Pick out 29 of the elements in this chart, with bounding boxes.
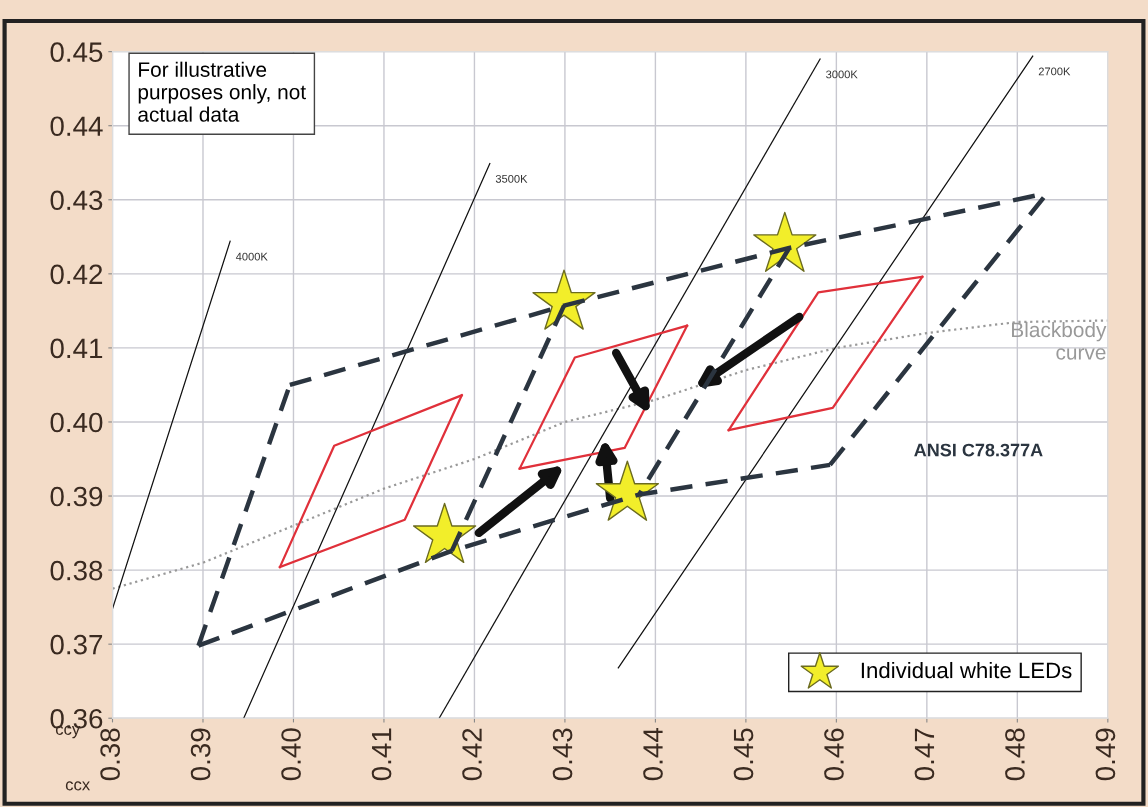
y-tick-label: 0.40 [50,412,103,433]
annotation: For illustrative purposes only, not actual data [138,61,306,122]
y-tick-label: 0.39 [50,486,103,507]
annotation: ANSI C78.377A [914,443,1043,457]
x-tick-label: 0.41 [371,728,392,781]
series-label: 4000K [235,252,268,261]
x-tick-label: 0.43 [552,728,573,781]
legend-label: Individual white LEDs [861,661,1072,679]
x-tick-label: 0.42 [462,728,482,781]
x-tick-label: 0.46 [824,728,844,781]
series-label: 2700K [1038,67,1071,76]
x-axis-title: ccx [65,781,90,791]
y-tick-label: 0.37 [50,634,103,655]
y-tick-label: 0.42 [50,264,103,285]
x-tick-label: 0.48 [1005,728,1025,781]
y-tick-label: 0.45 [50,42,103,62]
x-tick-label: 0.39 [190,728,211,781]
series-label: Blackbody curve [1012,321,1107,360]
x-tick-label: 0.45 [733,728,754,781]
y-tick-label: 0.44 [50,116,103,137]
x-tick-label: 0.47 [914,728,935,781]
y-tick-label: 0.43 [50,190,103,211]
x-tick-label: 0.44 [643,728,663,781]
series-label: 3500K [495,174,528,183]
x-tick-label: 0.40 [281,728,301,781]
x-tick-label: 0.49 [1095,728,1116,781]
y-tick-label: 0.38 [50,560,103,581]
y-tick-label: 0.41 [50,338,103,359]
series-label: 3000K [826,70,858,79]
